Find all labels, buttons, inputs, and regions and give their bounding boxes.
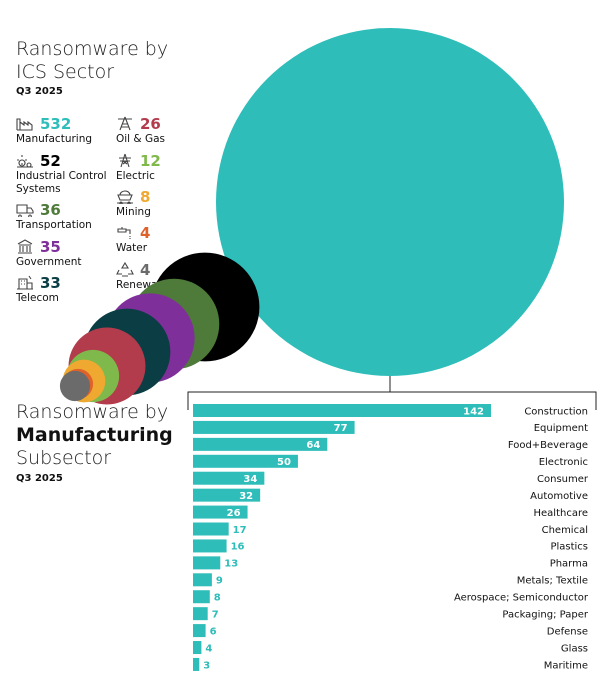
power-tower-icon — [116, 153, 134, 168]
subsector-title-line3: Subsector — [16, 447, 112, 469]
sector-count: 26 — [140, 114, 161, 133]
category-label: Maritime — [544, 660, 588, 671]
sector-label: Transportation — [16, 219, 92, 231]
sector-item: 35 Government — [16, 237, 81, 269]
sector-label: Telecom — [16, 292, 59, 304]
category-label: Packaging; Paper — [502, 609, 589, 620]
category-label: Chemical — [542, 525, 588, 536]
category-label: Consumer — [537, 474, 589, 485]
subsector-title-line1: Ransomware by — [16, 401, 169, 423]
sector-label: Manufacturing — [16, 133, 93, 145]
bar-food-beverage — [193, 437, 328, 451]
bar-value-label: 4 — [205, 643, 212, 654]
sector-item: 4 Water — [116, 223, 150, 255]
bar-value-label: 50 — [277, 457, 291, 468]
bar-value-label: 17 — [233, 525, 247, 536]
category-label: Electronic — [539, 457, 588, 468]
sector-count: 532 — [40, 114, 72, 133]
bar-value-label: 142 — [463, 406, 484, 417]
sector-item: 8 Mining — [116, 187, 151, 219]
subsector-title-line2: Manufacturing — [16, 424, 173, 446]
bar-electronic — [193, 454, 298, 468]
sector-label: Oil & Gas — [116, 133, 166, 145]
sector-label: Government — [16, 256, 82, 268]
category-label: Food+Beverage — [508, 440, 588, 451]
sector-label: Mining — [116, 206, 151, 218]
bar-plastics — [193, 539, 227, 553]
water-faucet-icon — [116, 225, 134, 240]
sector-count: 52 — [40, 151, 61, 170]
bar-construction — [193, 404, 491, 417]
connector-bracket — [187, 376, 597, 410]
bar-packaging-paper — [193, 607, 208, 621]
sector-item: 12 Electric — [116, 151, 161, 183]
category-label: Glass — [561, 643, 588, 654]
sector-label: Electric — [116, 170, 155, 182]
sector-item: 52 Industrial Control Systems — [16, 151, 111, 196]
oil-derrick-icon — [116, 116, 134, 131]
bar-value-label: 34 — [243, 474, 257, 485]
recycle-icon — [116, 261, 134, 277]
category-label: Plastics — [550, 542, 588, 553]
sector-item: 26 Oil & Gas — [116, 114, 165, 146]
bar-value-label: 13 — [224, 559, 238, 570]
category-label: Defense — [547, 626, 588, 637]
sector-count: 8 — [140, 187, 151, 206]
bar-value-label: 6 — [210, 626, 217, 637]
category-label: Metals; Textile — [517, 576, 588, 587]
ics-sector-title-line1: Ransomware by — [16, 38, 169, 60]
sector-count: 4 — [140, 223, 151, 242]
sector-label: Industrial Control Systems — [16, 170, 107, 195]
manufacturing-subsector-title: Ransomware by Manufacturing Subsector — [16, 401, 173, 470]
gears-icon — [16, 153, 34, 168]
government-building-icon — [16, 239, 34, 254]
sector-count: 35 — [40, 237, 61, 256]
category-label: Equipment — [534, 423, 588, 434]
bar-defense — [193, 624, 206, 638]
category-label: Aerospace; Semiconductor — [454, 593, 589, 604]
bar-value-label: 26 — [227, 508, 241, 519]
ics-sector-period: Q3 2025 — [16, 86, 63, 97]
bar-value-label: 64 — [306, 440, 320, 451]
bar-maritime — [193, 657, 200, 671]
bubble-manufacturing — [216, 28, 564, 376]
bar-consumer — [193, 471, 265, 485]
sector-count: 33 — [40, 273, 61, 292]
telecom-building-icon — [16, 275, 34, 290]
category-label: Automotive — [530, 491, 588, 502]
subsector-period: Q3 2025 — [16, 473, 63, 484]
sector-count: 4 — [140, 260, 151, 279]
bar-metals-textile — [193, 573, 212, 587]
category-label: Construction — [524, 406, 588, 417]
bar-value-label: 16 — [231, 542, 245, 553]
category-label: Pharma — [550, 559, 588, 570]
bar-value-label: 9 — [216, 576, 223, 587]
ics-sector-title-line2: ICS Sector — [16, 61, 115, 83]
bar-value-label: 7 — [212, 609, 219, 620]
sector-label: Water — [116, 242, 148, 254]
factory-icon — [16, 116, 34, 131]
ics-sector-title: Ransomware by ICS Sector — [16, 38, 168, 84]
bar-aerospace-semiconductor — [193, 590, 210, 604]
bar-chemical — [193, 522, 229, 536]
bar-automotive — [193, 488, 261, 502]
bar-value-label: 8 — [214, 593, 221, 604]
sector-item: 36 Transportation — [16, 200, 92, 232]
bar-equipment — [193, 420, 355, 434]
sector-item: 532 Manufacturing — [16, 114, 92, 146]
bar-healthcare — [193, 505, 248, 519]
bar-value-label: 32 — [239, 491, 253, 502]
truck-icon — [16, 202, 34, 219]
bubble-renewables — [59, 370, 91, 402]
sector-item: 33 Telecom — [16, 273, 61, 305]
bar-pharma — [193, 556, 221, 570]
bar-value-label: 3 — [203, 660, 210, 671]
category-label: Healthcare — [533, 508, 588, 519]
bar-glass — [193, 641, 202, 655]
sector-count: 36 — [40, 200, 61, 219]
sector-count: 12 — [140, 151, 161, 170]
bar-value-label: 77 — [334, 423, 348, 434]
